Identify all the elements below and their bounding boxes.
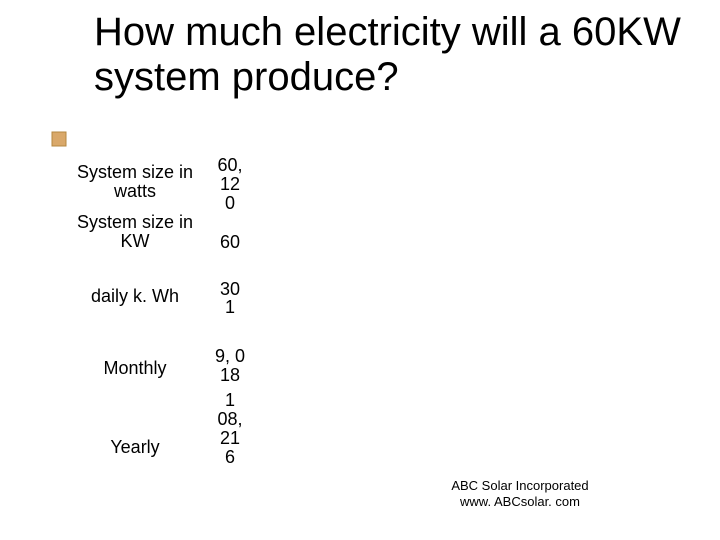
row-value: 301 — [208, 280, 252, 318]
row-label: System size in KW — [64, 213, 206, 251]
row-label: Yearly — [64, 438, 206, 457]
row-label: Monthly — [64, 359, 206, 378]
row-value: 60,120 — [208, 156, 252, 213]
row-value: 60 — [208, 233, 252, 252]
row-label: System size in watts — [64, 163, 206, 201]
title-block: How much electricity will a 60KW system … — [94, 10, 694, 100]
footer-company: ABC Solar Incorporated www. ABCsolar. co… — [410, 478, 630, 511]
row-value: 108,216 — [208, 391, 252, 467]
company-name: ABC Solar Incorporated — [410, 478, 630, 494]
table-values-column: 60,120 60 301 9, 018 108,216 — [208, 156, 252, 467]
table-labels-column: System size in watts System size in KW d… — [64, 163, 206, 483]
row-value: 9, 018 — [208, 347, 252, 385]
row-label: daily k. Wh — [64, 287, 206, 306]
page-title: How much electricity will a 60KW system … — [94, 10, 694, 100]
square-bullet-icon — [50, 130, 68, 148]
company-url: www. ABCsolar. com — [410, 494, 630, 510]
slide: How much electricity will a 60KW system … — [0, 0, 720, 540]
